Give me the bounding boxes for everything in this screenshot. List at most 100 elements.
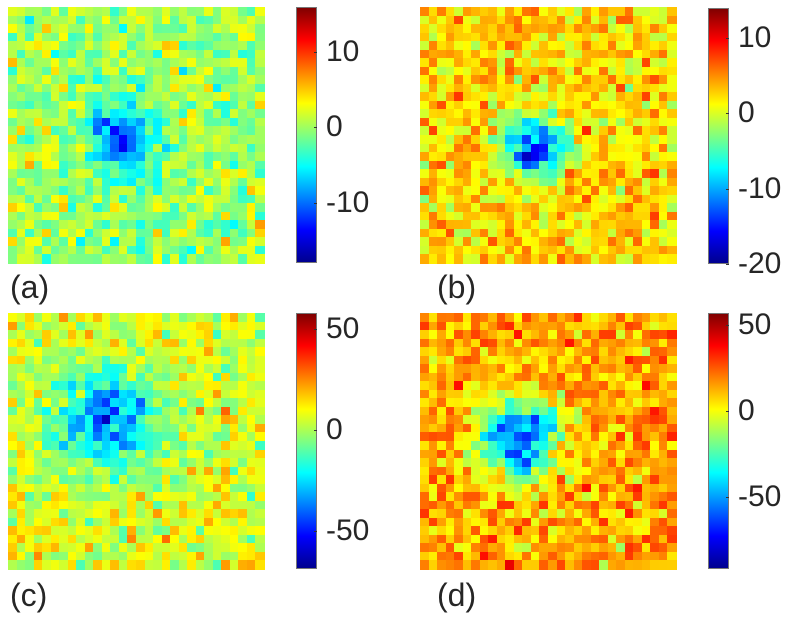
heatmap-cell <box>212 186 222 196</box>
heatmap-cell <box>76 194 86 204</box>
heatmap-cell <box>641 321 651 331</box>
heatmap-cell <box>76 245 86 256</box>
heatmap-cell <box>667 237 677 247</box>
heatmap-cell <box>530 135 541 145</box>
heatmap-cell <box>437 83 447 93</box>
heatmap-cell <box>204 483 214 493</box>
heatmap-cell <box>16 551 26 562</box>
heatmap-cell <box>221 58 231 68</box>
heatmap-cell <box>84 211 94 221</box>
heatmap-cell <box>624 109 634 119</box>
heatmap-cell <box>650 449 660 459</box>
heatmap-cell <box>118 117 129 128</box>
heatmap-cell <box>650 228 660 238</box>
heatmap-cell <box>221 194 231 204</box>
heatmap-cell <box>513 109 523 119</box>
heatmap-cell <box>161 492 171 502</box>
heatmap-cell <box>127 203 137 213</box>
heatmap-cell <box>161 406 171 416</box>
heatmap-cell <box>599 338 609 348</box>
heatmap-cell <box>471 49 481 59</box>
heatmap-cell <box>462 517 472 527</box>
heatmap-cell <box>445 135 455 145</box>
heatmap-cell <box>437 58 447 68</box>
heatmap-cell <box>462 41 472 51</box>
heatmap-cell <box>84 483 94 493</box>
heatmap-cell <box>505 177 515 187</box>
heatmap-cell <box>599 415 609 425</box>
heatmap-cell <box>667 406 677 416</box>
heatmap-cell <box>170 100 180 110</box>
heatmap-cell <box>118 15 129 25</box>
heatmap-cell <box>153 41 163 51</box>
heatmap-cell <box>161 389 171 399</box>
heatmap-cell <box>33 245 43 256</box>
heatmap-cell <box>633 364 643 374</box>
heatmap-cell <box>136 32 146 42</box>
heatmap-cell <box>93 177 103 187</box>
heatmap-cell <box>212 517 222 527</box>
heatmap-cell <box>616 347 626 357</box>
heatmap-cell <box>573 492 583 502</box>
heatmap-cell <box>110 15 120 25</box>
heatmap-cell <box>144 49 154 59</box>
heatmap-cell <box>633 66 643 76</box>
heatmap-cell <box>93 143 103 153</box>
heatmap-cell <box>76 406 86 416</box>
heatmap-cell <box>170 415 180 425</box>
heatmap-cell <box>25 117 35 128</box>
heatmap-cell <box>118 406 129 416</box>
heatmap-cell <box>144 526 154 536</box>
heatmap-cell <box>33 186 43 196</box>
heatmap-cell <box>624 458 634 468</box>
heatmap-cell <box>187 152 197 162</box>
heatmap-cell <box>153 406 163 416</box>
heatmap-cell <box>437 109 447 119</box>
heatmap-cell <box>136 7 146 17</box>
heatmap-cell <box>488 194 498 204</box>
heatmap-cell <box>624 177 634 187</box>
heatmap-cell <box>246 492 257 502</box>
heatmap-cell <box>16 398 26 408</box>
heatmap-cell <box>33 347 43 357</box>
heatmap-cell <box>16 364 26 374</box>
heatmap-cell <box>161 117 171 128</box>
heatmap-cell <box>607 441 617 451</box>
heatmap-cell <box>582 321 592 331</box>
heatmap-cell <box>161 169 171 179</box>
heatmap-cell <box>255 152 265 162</box>
heatmap-cell <box>556 109 566 119</box>
heatmap-cell <box>25 543 35 553</box>
heatmap-cell <box>590 245 600 256</box>
heatmap-cell <box>161 415 171 425</box>
heatmap-cell <box>67 423 77 434</box>
heatmap-cell <box>118 449 129 459</box>
heatmap-cell <box>590 228 600 238</box>
heatmap-cell <box>428 466 438 476</box>
heatmap-cell <box>25 15 35 25</box>
heatmap-cell <box>204 543 214 553</box>
heatmap-cell <box>204 458 214 468</box>
heatmap-cell <box>246 543 257 553</box>
heatmap-cell <box>93 169 103 179</box>
heatmap-cell <box>25 75 35 85</box>
heatmap-cell <box>59 66 69 76</box>
heatmap-cell <box>93 66 103 76</box>
heatmap-cell <box>462 330 472 340</box>
heatmap-cell <box>496 509 506 519</box>
heatmap-cell <box>462 551 472 562</box>
heatmap-cell <box>462 423 472 434</box>
heatmap-cell <box>153 66 163 76</box>
heatmap-cell <box>84 58 94 68</box>
heatmap-cell <box>93 194 103 204</box>
heatmap-cell <box>565 423 575 434</box>
heatmap-cell <box>471 254 481 264</box>
heatmap-cell <box>445 560 455 570</box>
heatmap-cell <box>513 186 523 196</box>
heatmap-cell <box>42 32 52 42</box>
heatmap-cell <box>50 126 60 136</box>
heatmap-cell <box>93 492 103 502</box>
heatmap-cell <box>641 551 651 562</box>
heatmap-cell <box>505 220 515 230</box>
heatmap-cell <box>93 432 103 442</box>
